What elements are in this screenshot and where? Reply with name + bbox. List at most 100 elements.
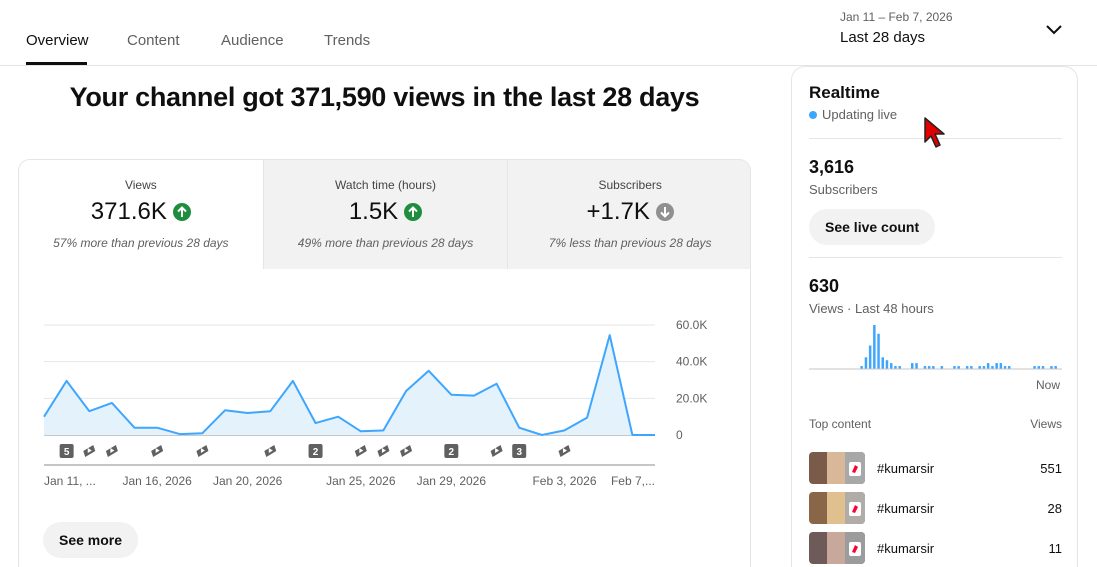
metric-tab-views[interactable]: Views 371.6K 57% more than previous 28 d…: [19, 160, 263, 269]
realtime-bar: [957, 366, 960, 369]
shorts-play-icon: [200, 448, 205, 453]
upload-count-label: 5: [64, 447, 70, 458]
realtime-bar: [1008, 366, 1011, 369]
metric-comparison: 7% less than previous 28 days: [548, 236, 712, 250]
realtime-bar: [873, 325, 876, 369]
tab-audience[interactable]: Audience: [221, 32, 284, 49]
arrow-up-icon: [172, 203, 191, 221]
live-status: Updating live: [809, 107, 897, 122]
upload-count-badge: [512, 444, 527, 458]
metric-value: 371.6K: [90, 198, 167, 225]
realtime-bar: [970, 366, 973, 369]
realtime-bar: [860, 366, 863, 369]
video-thumbnail: [809, 492, 865, 524]
y-tick-label: 40.0K: [676, 355, 707, 369]
realtime-title: Realtime: [809, 83, 880, 102]
now-label: Now: [1035, 378, 1060, 392]
realtime-bar: [881, 357, 884, 369]
shorts-play-icon: [268, 448, 273, 453]
metric-label: Subscribers: [598, 178, 662, 192]
realtime-bar: [885, 360, 889, 369]
top-content-item[interactable]: #kumarsir 11: [809, 532, 1062, 564]
realtime-bar: [965, 366, 969, 369]
arrow-down-icon: [655, 203, 674, 221]
see-live-count-button[interactable]: See live count: [809, 209, 936, 245]
realtime-bar: [898, 366, 901, 369]
video-title: #kumarsir: [877, 541, 935, 556]
realtime-bar: [911, 363, 914, 369]
top-content-header: Top content Views: [809, 417, 1062, 431]
x-tick-label: Jan 16, 2026: [122, 474, 192, 488]
top-content-item[interactable]: #kumarsir 551: [809, 452, 1062, 484]
tab-content[interactable]: Content: [127, 32, 180, 49]
x-tick-label: Jan 25, 2026: [326, 474, 396, 488]
live-status-label: Updating live: [822, 107, 898, 122]
shorts-play-icon: [404, 448, 409, 453]
metric-tab-subscribers[interactable]: Subscribers +1.7K 7% less than previous …: [507, 160, 750, 269]
shorts-play-icon: [155, 448, 160, 453]
realtime-card: Realtime Updating live 3,616 Subscribers…: [791, 66, 1078, 567]
mouse-cursor-icon: [924, 117, 945, 148]
series-area: [44, 335, 655, 435]
tab-overview[interactable]: Overview: [26, 32, 89, 49]
see-more-button[interactable]: See more: [43, 522, 139, 558]
date-range-selector[interactable]: Jan 11 – Feb 7, 2026 Last 28 days: [840, 10, 953, 46]
upload-count-label: 3: [516, 447, 522, 458]
realtime-views-count: 630: [809, 276, 840, 296]
video-title: #kumarsir: [877, 461, 935, 476]
y-tick-label: 20.0K: [676, 391, 707, 405]
realtime-bar: [978, 366, 981, 369]
realtime-bar: [982, 366, 986, 369]
video-views: 11: [1048, 541, 1063, 556]
top-content-item[interactable]: #kumarsir 28: [809, 492, 1062, 524]
upload-count-label: 2: [313, 447, 319, 458]
views-column-label: Views: [1030, 417, 1062, 431]
upload-count-badge: [444, 444, 459, 458]
realtime-bar: [923, 366, 927, 369]
metric-label: Watch time (hours): [335, 178, 436, 192]
subscriber-count: 3,616: [809, 157, 855, 177]
video-views: 551: [1040, 461, 1062, 476]
realtime-bar: [1033, 366, 1036, 369]
video-views: 28: [1047, 501, 1062, 516]
top-content-label: Top content: [809, 417, 872, 431]
subscriber-label: Subscribers: [809, 182, 878, 197]
live-dot-icon: [809, 110, 817, 119]
realtime-bar: [894, 366, 897, 369]
realtime-bar: [890, 363, 893, 369]
metric-tabs: Views 371.6K 57% more than previous 28 d…: [19, 160, 750, 269]
x-tick-label: Jan 11, ...: [44, 474, 96, 488]
active-tab-indicator: [26, 62, 87, 65]
arrow-up-icon: [404, 203, 423, 221]
realtime-bar: [995, 363, 998, 369]
metric-comparison: 49% more than previous 28 days: [297, 236, 474, 250]
shorts-play-icon: [359, 448, 364, 453]
page-title: Your channel got 371,590 views in the la…: [69, 82, 700, 112]
metric-value: 1.5K: [348, 198, 399, 225]
chevron-down-icon[interactable]: [1044, 22, 1064, 38]
metric-label: Views: [124, 178, 157, 192]
realtime-bar: [940, 366, 944, 369]
x-tick-label: Jan 20, 2026: [213, 474, 283, 488]
x-tick-label: Feb 7,...: [611, 474, 655, 488]
realtime-bar: [999, 363, 1003, 369]
metric-comparison: 57% more than previous 28 days: [53, 236, 229, 250]
analytics-tab-bar: Overview Content Audience Trends Jan 11 …: [0, 0, 1097, 66]
views-line-chart: 60.0K 40.0K 20.0K 0 5 2 2 3 Jan 11, ... Jan 16, 2…: [43, 318, 707, 488]
realtime-bar: [1037, 366, 1040, 369]
series-line: [43, 334, 655, 436]
upload-count-badge: [308, 444, 323, 458]
metric-tab-watch-time[interactable]: Watch time (hours) 1.5K 49% more than pr…: [262, 160, 508, 269]
realtime-bar: [1041, 366, 1045, 369]
y-tick-label: 60.0K: [676, 318, 707, 332]
realtime-bar: [986, 363, 990, 369]
realtime-bar: [868, 345, 872, 369]
realtime-bar: [1054, 366, 1057, 369]
x-tick-label: Feb 3, 2026: [532, 474, 596, 488]
shorts-play-icon: [381, 448, 386, 453]
shorts-play-icon: [495, 448, 500, 453]
x-tick-label: Jan 29, 2026: [417, 474, 487, 488]
overview-card: Views 371.6K 57% more than previous 28 d…: [18, 159, 751, 567]
date-range-dates: Jan 11 – Feb 7, 2026: [840, 10, 953, 24]
tab-trends[interactable]: Trends: [324, 32, 371, 49]
